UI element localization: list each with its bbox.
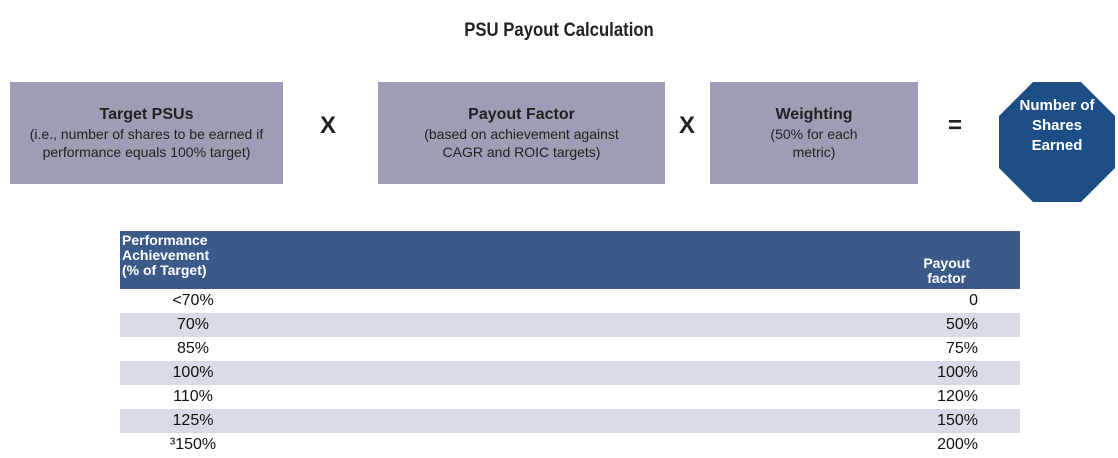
result-text: Number of Shares Earned: [1000, 96, 1114, 156]
cell: 85%: [176, 340, 210, 357]
cell: 110%: [173, 388, 213, 405]
box-heading: Target PSUs: [99, 105, 194, 123]
table-row: 125% 150%: [120, 409, 1020, 433]
formula-box: Weighting (50% for each metric): [710, 82, 918, 184]
cell: 125%: [172, 412, 214, 429]
cell: 200%: [937, 436, 978, 453]
box-line: metric): [792, 143, 836, 160]
result-line: Earned: [1031, 137, 1083, 154]
cell: 0: [969, 292, 978, 309]
result-shape: [999, 82, 1115, 202]
cell: 150%: [937, 412, 978, 429]
cell: 50%: [945, 316, 978, 333]
table-row: <70% 0: [120, 289, 1020, 313]
cell: 100%: [172, 364, 214, 381]
box-line: (i.e., number of shares to be earned if: [29, 125, 264, 142]
formula-box: Payout Factor (based on achievement again…: [378, 82, 665, 184]
table-row: 100% 100%: [120, 361, 1020, 385]
cell: 70%: [176, 316, 210, 333]
box-line: performance equals 100% target): [42, 143, 251, 160]
title: PSU Payout Calculation: [464, 20, 654, 41]
table-row: 70% 50%: [120, 313, 1020, 337]
box-heading: Weighting: [775, 105, 853, 123]
octagon: [999, 82, 1115, 202]
header-line: (% of Target): [122, 262, 207, 278]
box-line: (based on achievement against: [424, 125, 619, 142]
formula-box: Target PSUs (i.e., number of shares to be…: [10, 82, 283, 184]
operator: X: [319, 112, 336, 139]
box-line: (50% for each: [770, 125, 858, 142]
cell: 75%: [945, 340, 978, 357]
table-header: Performance Achievement (% of Target) Payou…: [120, 231, 1020, 289]
result-line: Shares: [1031, 117, 1083, 134]
result-line: Number of: [1019, 97, 1095, 114]
cell: 120%: [937, 388, 978, 405]
operator: =: [947, 112, 962, 139]
box-line: CAGR and ROIC targets): [442, 143, 601, 160]
header-cell: Payout factor: [923, 256, 970, 286]
cell: <70%: [172, 292, 214, 309]
cell: ³150%: [169, 436, 217, 453]
header-line: Achievement: [122, 247, 210, 263]
header-cell: Performance Achievement (% of Target): [122, 233, 209, 278]
header-line: Payout: [923, 255, 970, 271]
header-line: factor: [927, 270, 967, 286]
table-row: 85% 75%: [120, 337, 1020, 361]
table-row: ³150% 200%: [120, 433, 1020, 457]
operator: X: [678, 112, 695, 139]
box-heading: Payout Factor: [468, 105, 575, 123]
table-row: 110% 120%: [120, 385, 1020, 409]
header-line: Performance: [122, 232, 208, 248]
cell: 100%: [937, 364, 978, 381]
